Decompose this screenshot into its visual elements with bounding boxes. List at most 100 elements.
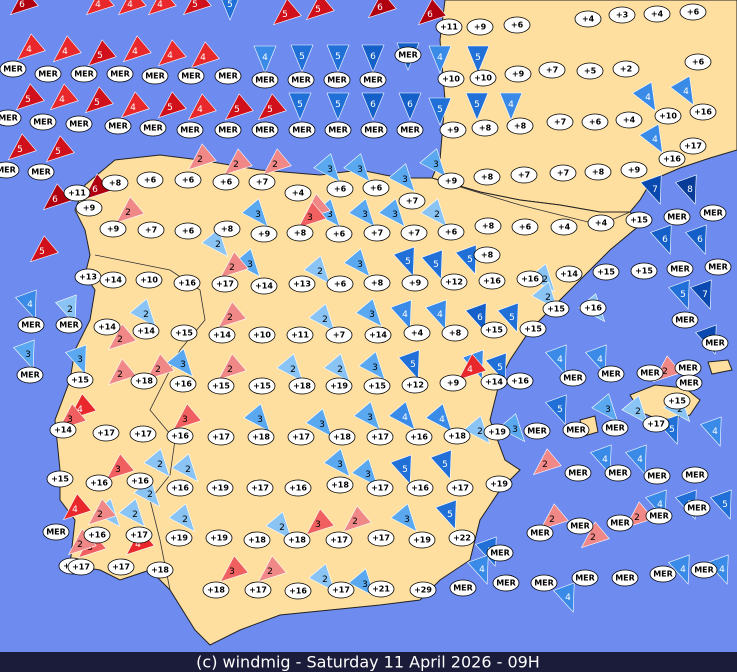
station-oval [597, 365, 625, 383]
station-label: +15 [635, 267, 653, 276]
wind-speed: 2 [549, 515, 555, 525]
wind-arrow: 7 [640, 174, 662, 205]
station-label: MER [601, 370, 621, 379]
station-oval [207, 428, 235, 446]
wind-speed: 5 [17, 145, 23, 155]
wind-speed: 4 [135, 540, 141, 550]
station-label: +10 [659, 112, 677, 121]
station-oval [366, 479, 394, 497]
wind-speed: 4 [72, 505, 78, 515]
station: +16 [516, 270, 544, 288]
wind-arrow: 5 [224, 93, 254, 121]
station-label: +9 [83, 204, 96, 213]
wind-arrow: 4 [425, 299, 447, 330]
station-label: +18 [333, 433, 351, 442]
wind-arrow: 3 [166, 348, 194, 378]
wind-speed: 4 [132, 47, 138, 57]
wind-speed: 4 [602, 455, 608, 465]
arrow-shape [157, 91, 187, 119]
station: +15 [46, 470, 74, 488]
station-oval [574, 10, 602, 28]
arrow-shape [29, 235, 59, 263]
station: +10 [469, 69, 497, 87]
arrow-shape [168, 503, 196, 533]
wind-arrow: 2 [201, 228, 229, 258]
station-oval [504, 65, 532, 83]
wind-speed: 5 [315, 5, 321, 15]
station-label: MER [608, 469, 628, 478]
wind-speed: 2 [157, 460, 163, 470]
arrow-shape [361, 44, 385, 73]
station: +5 [576, 62, 604, 80]
station-label: +18 [135, 377, 153, 386]
wind-arrow: 3 [358, 351, 386, 381]
station-oval [42, 523, 70, 541]
station-label: MER [566, 426, 586, 435]
station: +16 [126, 472, 154, 490]
station-oval [437, 70, 465, 88]
arrow-shape [668, 554, 690, 585]
station: +18 [328, 428, 356, 446]
station-label: MER [678, 364, 698, 373]
wind-speed: 3 [369, 310, 375, 320]
wind-speed: 6 [19, 0, 25, 10]
arrow-shape [182, 0, 212, 16]
arrow-shape [172, 403, 202, 431]
arrow-shape [241, 198, 269, 228]
wind-arrow: 3 [241, 198, 269, 228]
arrow-shape [219, 555, 249, 583]
wind-speed: 5 [39, 247, 45, 257]
wind-arrow: 5 [45, 135, 75, 163]
wind-speed: 2 [67, 305, 73, 315]
wind-speed: 3 [357, 165, 363, 175]
station-label: +10 [474, 74, 492, 83]
station: +17 [92, 424, 120, 442]
station: MER [214, 121, 242, 139]
station-label: +17 [134, 430, 152, 439]
station: +16 [284, 582, 312, 600]
wind-speed: 4 [683, 87, 689, 97]
arrow-shape [590, 444, 612, 475]
station-oval [67, 558, 95, 576]
station-oval [283, 531, 311, 549]
arrow-shape [435, 499, 457, 530]
station: MER [42, 523, 70, 541]
arrow-shape [690, 279, 712, 310]
station-oval [654, 107, 682, 125]
station: MER [636, 364, 664, 382]
station: MER [104, 117, 132, 135]
station: +19 [408, 531, 436, 549]
station: +4 [284, 184, 312, 202]
wind-speed: 5 [669, 425, 675, 435]
station-label: MER [0, 114, 18, 123]
station-label: MER [400, 126, 420, 135]
arrow-shape [417, 0, 447, 26]
arrow-shape [221, 0, 239, 21]
station-oval [34, 65, 62, 83]
station-label: MER [534, 579, 554, 588]
station-oval [663, 392, 691, 410]
station-label: MER [705, 339, 725, 348]
station-oval [202, 581, 230, 599]
arrow-shape [707, 554, 729, 585]
arrow-shape [62, 493, 92, 521]
arrow-shape [16, 33, 46, 61]
station-oval [243, 531, 271, 549]
wind-arrow: 4 [62, 493, 92, 521]
arrow-shape [545, 344, 567, 375]
station-label: MER [110, 70, 130, 79]
station-label: +6 [182, 176, 195, 185]
station: MER [323, 71, 351, 89]
station-label: +15 [524, 325, 542, 334]
station: +17 [642, 415, 670, 433]
wind-arrow: 5 [435, 499, 457, 530]
wind-speed: 7 [652, 185, 658, 195]
station-oval [324, 121, 352, 139]
station-label: +16 [88, 531, 106, 540]
wind-speed: 6 [427, 10, 433, 20]
station: +6 [503, 16, 531, 34]
station-oval [93, 318, 121, 336]
arrow-shape [545, 394, 567, 425]
arrow-shape [553, 582, 575, 613]
